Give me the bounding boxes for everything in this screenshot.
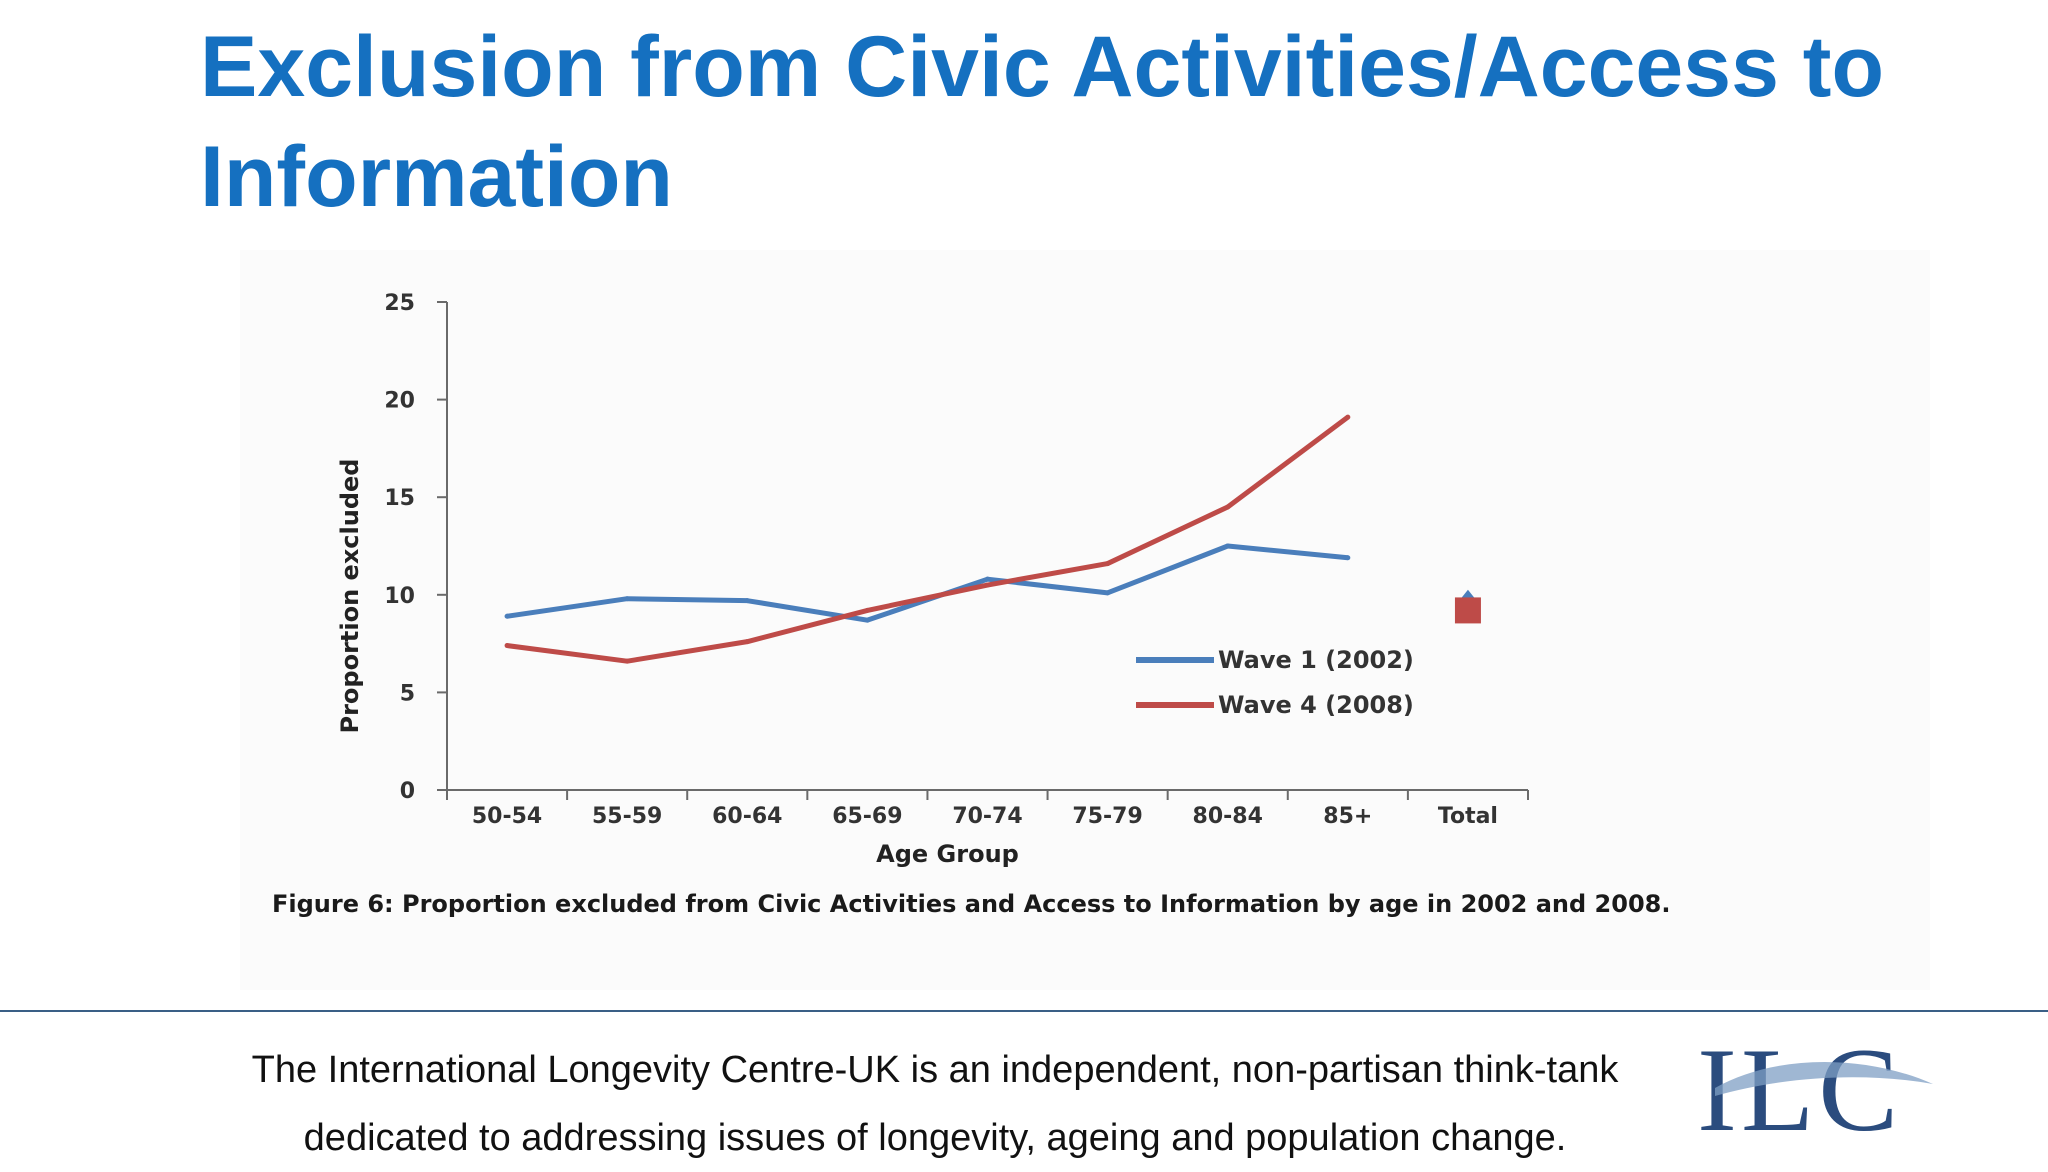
x-tick-label: 75-79 (1072, 804, 1142, 829)
series-line-2 (506, 415, 1350, 664)
x-tick-label: 60-64 (712, 804, 782, 829)
data-point (744, 598, 750, 604)
data-point (624, 658, 630, 664)
data-point (1105, 590, 1111, 596)
data-point (864, 607, 870, 613)
x-tick-label: 70-74 (952, 804, 1022, 829)
x-axis-title: Age Group (876, 840, 1019, 868)
x-tick-label: 55-59 (592, 804, 662, 829)
figure-caption: Figure 6: Proportion excluded from Civic… (272, 890, 1671, 918)
figure-panel (240, 250, 1930, 990)
data-point (1345, 555, 1351, 561)
total-marker (1454, 597, 1481, 624)
footer-line-1: The International Longevity Centre-UK is… (251, 1049, 1619, 1091)
chart-legend: Wave 1 (2002) Wave 4 (2008) (1136, 646, 1414, 719)
x-tick-label: 50-54 (472, 804, 542, 829)
y-tick-label: 15 (384, 486, 415, 511)
data-point (1345, 414, 1351, 420)
x-tick-label: 80-84 (1193, 804, 1263, 829)
footer-line-2: dedicated to addressing issues of longev… (303, 1117, 1567, 1159)
data-point (1225, 504, 1231, 510)
ilc-logo: ILC (1697, 1024, 1933, 1144)
data-point (624, 596, 630, 602)
y-axis-title: Proportion excluded (336, 459, 364, 734)
logo-swoosh (1715, 1061, 1933, 1096)
data-point (985, 576, 990, 582)
data-point (864, 617, 870, 623)
legend-label: Wave 4 (2008) (1218, 691, 1414, 719)
series-line-1 (506, 543, 1349, 623)
chart-axes: 0 5 10 15 20 25 50-54 55-59 60-64 65-69 70-74 75-79… (336, 291, 1529, 868)
y-tick-label: 10 (384, 584, 415, 609)
slide-title: Exclusion from Civic Activities/Access t… (200, 19, 1884, 225)
y-tick-label: 0 (400, 779, 415, 804)
y-tick-label: 25 (384, 291, 415, 316)
x-tick-label: 65-69 (832, 804, 902, 829)
data-point (1225, 543, 1231, 549)
y-tick-label: 20 (384, 389, 415, 414)
data-point (504, 643, 510, 649)
x-tick-label: Total (1438, 804, 1498, 829)
data-point (504, 613, 510, 619)
data-point (1105, 561, 1111, 567)
data-point (744, 639, 750, 645)
y-tick-label: 5 (400, 681, 415, 706)
data-point (985, 582, 990, 588)
footer-divider (0, 1010, 2048, 1012)
legend-label: Wave 1 (2002) (1218, 646, 1414, 674)
chart-series (504, 414, 1481, 664)
x-tick-label: 85+ (1323, 804, 1372, 829)
